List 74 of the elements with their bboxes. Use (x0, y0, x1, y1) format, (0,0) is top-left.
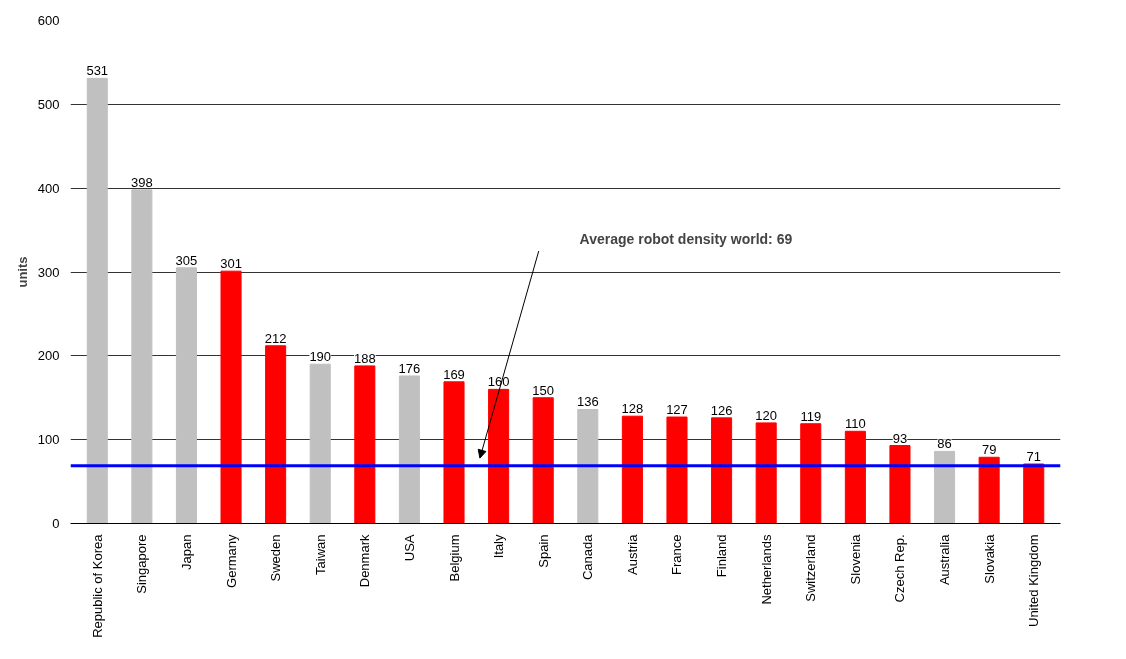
x-tick-label: France (669, 534, 685, 575)
data-label: 119 (800, 408, 822, 424)
data-label: 176 (398, 360, 421, 376)
data-label: 128 (621, 401, 644, 417)
bar (755, 422, 777, 524)
bar (131, 189, 153, 524)
x-tick-label: Japan (178, 534, 194, 570)
x-tick-label: Republic of Korea (89, 533, 105, 638)
bar (934, 450, 956, 524)
data-label: 190 (309, 349, 332, 365)
bar (577, 408, 599, 524)
x-tick-label: Italy (491, 534, 507, 559)
bar (398, 375, 420, 524)
x-tick-label: Spain (535, 534, 551, 568)
x-tick-label: Taiwan (312, 534, 328, 575)
x-tick-label: Czech Rep. (892, 534, 908, 603)
data-label: 305 (175, 252, 198, 268)
data-label: 212 (264, 330, 287, 346)
annotation: Average robot density world: 69 (579, 230, 793, 247)
data-label: 126 (710, 402, 733, 418)
bar (443, 381, 465, 524)
data-label: 86 (937, 436, 952, 452)
data-label: 531 (86, 63, 109, 79)
bar (86, 77, 108, 524)
data-label: 136 (576, 394, 599, 410)
y-axis-title: units (14, 256, 30, 288)
bar (889, 445, 911, 524)
x-tick-label: Slovenia (847, 533, 863, 585)
bar (844, 430, 866, 524)
x-tick-label: Singapore (134, 534, 150, 594)
data-label: 188 (353, 350, 376, 366)
data-label: 120 (755, 407, 778, 423)
bar (309, 363, 331, 524)
bar (666, 416, 688, 524)
bar (711, 417, 733, 524)
bar (220, 270, 242, 524)
data-label: 150 (532, 382, 555, 398)
y-tick-label: 400 (37, 180, 60, 196)
y-tick-label: 200 (37, 348, 60, 364)
x-tick-label: United Kingdom (1026, 534, 1042, 627)
x-tick-label: Netherlands (758, 534, 774, 605)
x-tick-label: Austria (624, 533, 640, 575)
y-tick-label: 100 (37, 432, 60, 448)
bar (978, 456, 1000, 524)
bar (488, 388, 510, 524)
bar (800, 423, 822, 524)
data-label: 169 (443, 366, 465, 382)
x-tick-label: Switzerland (803, 534, 819, 602)
y-tick-label: 0 (52, 516, 60, 531)
data-label: 93 (892, 430, 908, 446)
x-tick-label: Canada (580, 533, 596, 581)
y-tick-label: 600 (37, 13, 60, 28)
x-tick-label: Finland (714, 534, 730, 578)
x-tick-label: Sweden (268, 534, 284, 582)
bar (175, 267, 197, 524)
bar (532, 397, 554, 524)
y-tick-label: 500 (37, 96, 60, 112)
data-label: 110 (845, 416, 866, 432)
x-tick-label: Australia (937, 533, 953, 586)
x-tick-label: USA (401, 534, 417, 562)
bar (354, 365, 376, 524)
data-label: 79 (981, 442, 997, 458)
x-tick-label: Denmark (357, 534, 373, 588)
bar (265, 345, 287, 524)
y-tick-label: 300 (37, 264, 60, 280)
x-tick-label: Germany (223, 534, 239, 588)
data-label: 127 (666, 402, 688, 418)
x-tick-label: Belgium (446, 534, 462, 582)
bar (621, 415, 643, 524)
x-tick-label: Slovakia (981, 533, 997, 584)
data-label: 71 (1026, 448, 1041, 464)
bar (1023, 463, 1045, 524)
data-label: 301 (220, 256, 242, 272)
data-label: 398 (131, 174, 153, 190)
